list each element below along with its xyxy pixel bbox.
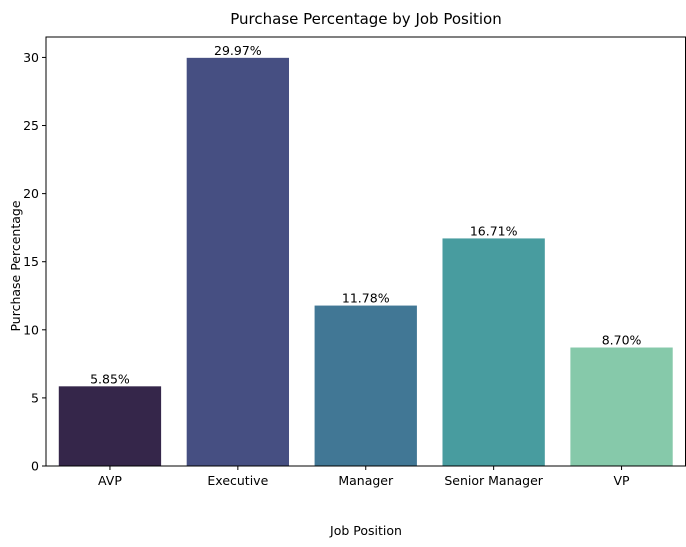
- x-tick-label: Executive: [207, 473, 268, 488]
- bar-vp: [570, 347, 673, 466]
- y-axis: 0 5 10 15 20 25 30: [23, 50, 46, 474]
- data-label: 11.78%: [342, 291, 390, 306]
- y-tick-label: 25: [23, 118, 39, 133]
- y-axis-label: Purchase Percentage: [8, 200, 23, 331]
- data-label: 8.70%: [602, 333, 642, 348]
- chart-title: Purchase Percentage by Job Position: [230, 10, 502, 28]
- data-label: 29.97%: [214, 43, 262, 58]
- data-label: 5.85%: [90, 371, 130, 386]
- y-tick-label: 20: [23, 186, 39, 201]
- bar-executive: [186, 57, 290, 466]
- x-axis: AVP Executive Manager Senior Manager VP: [98, 466, 630, 488]
- x-tick-label: Manager: [338, 473, 394, 488]
- x-tick-label: AVP: [98, 473, 122, 488]
- data-label: 16.71%: [470, 223, 518, 238]
- bars-group: [58, 57, 673, 466]
- y-tick-label: 0: [31, 459, 39, 474]
- x-tick-label: VP: [614, 473, 631, 488]
- data-labels-group: 5.85% 29.97% 11.78% 16.71% 8.70%: [90, 43, 641, 386]
- y-tick-label: 5: [31, 390, 39, 405]
- bar-senior-manager: [442, 238, 545, 466]
- bar-manager: [314, 305, 417, 466]
- y-tick-label: 15: [23, 254, 39, 269]
- y-tick-label: 30: [23, 50, 39, 65]
- y-tick-label: 10: [23, 322, 39, 337]
- x-tick-label: Senior Manager: [444, 473, 543, 488]
- x-axis-label: Job Position: [329, 523, 402, 538]
- bar-avp: [58, 386, 162, 466]
